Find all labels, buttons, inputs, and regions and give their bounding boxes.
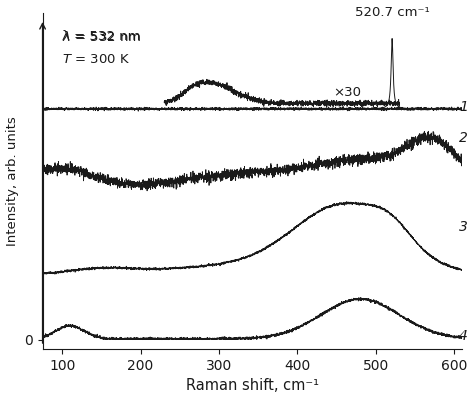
Text: 520.7 cm⁻¹: 520.7 cm⁻¹ <box>355 6 429 19</box>
Text: 2: 2 <box>459 131 468 145</box>
Text: 3: 3 <box>459 220 468 234</box>
Text: λ = 532 nm: λ = 532 nm <box>62 30 141 43</box>
Text: 4: 4 <box>459 329 468 344</box>
Text: $\lambda$ = 532 nm: $\lambda$ = 532 nm <box>62 30 142 44</box>
Text: $T$ = 300 K: $T$ = 300 K <box>62 53 130 66</box>
Text: ×30: ×30 <box>333 86 361 99</box>
X-axis label: Raman shift, cm⁻¹: Raman shift, cm⁻¹ <box>186 378 319 393</box>
Text: 1: 1 <box>459 100 468 114</box>
Y-axis label: Intensity, arb. units: Intensity, arb. units <box>6 116 18 246</box>
